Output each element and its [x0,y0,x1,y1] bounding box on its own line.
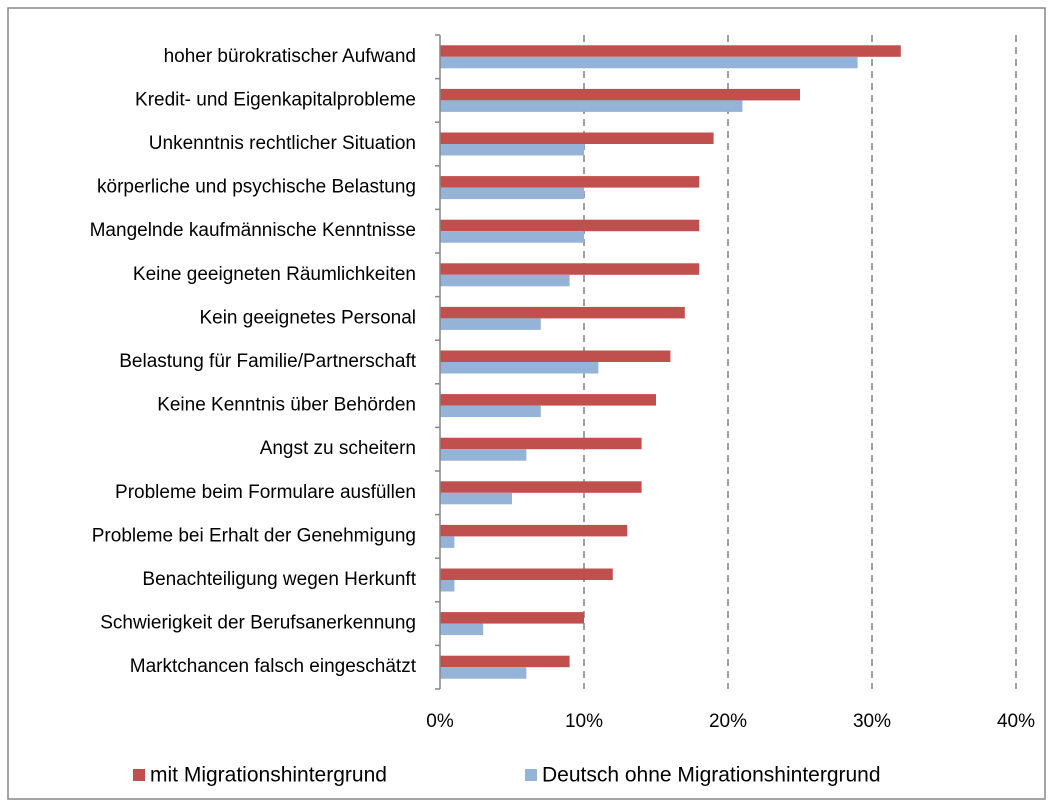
x-tick-label: 0% [426,711,454,732]
legend-swatch [525,769,537,781]
y-tick-label: Marktchancen falsch eingeschätzt [130,656,417,677]
x-tick-label: 10% [565,711,603,732]
bar [440,405,541,418]
y-tick-label: Probleme beim Formulare ausfüllen [115,482,416,503]
bar [440,263,700,275]
bar [440,45,901,57]
bar [440,612,584,624]
bar [440,536,455,548]
bar [440,318,541,330]
bar [440,524,628,537]
bar [440,132,714,144]
bar [440,437,642,450]
y-tick-label: Angst zu scheitern [260,438,416,459]
x-tick-label: 20% [709,711,747,732]
y-tick-label: körperliche und psychische Belastung [97,177,416,198]
bar [440,350,671,362]
bar [440,187,584,200]
y-tick-label: Kredit- und Eigenkapitalprobleme [135,89,416,110]
y-tick-label: Belastung für Familie/Partnerschaft [119,351,416,372]
bar [440,231,584,243]
bar [440,56,858,69]
legend-label: Deutsch ohne Migrationshintergrund [542,764,881,787]
y-tick-label: Benachteiligung wegen Herkunft [142,569,416,590]
y-tick-label: Keine geeigneten Räumlichkeiten [133,264,416,285]
bar [440,568,613,580]
y-tick-label: Unkenntnis rechtlicher Situation [149,133,416,154]
bar [440,667,527,679]
y-tick-label: hoher bürokratischer Aufwand [164,46,416,67]
bar [440,481,642,493]
bar [440,362,599,374]
bar [440,219,700,232]
bar [440,449,527,461]
y-tick-label: Mangelnde kaufmännische Kenntnisse [90,220,416,241]
legend-swatch [133,769,145,781]
bar [440,306,685,319]
x-tick-label: 30% [853,711,891,732]
y-tick-label: Schwierigkeit der Berufsanerkennung [100,613,416,634]
bar [440,492,512,505]
bar [440,88,800,101]
x-tick-label: 40% [997,711,1035,732]
y-tick-label: Probleme bei Erhalt der Genehmigung [92,525,416,546]
y-tick-label: Kein geeignetes Personal [199,307,416,328]
bar [440,623,484,636]
bar [440,580,455,592]
bar [440,176,700,188]
bar [440,100,743,112]
bar [440,274,570,287]
bar [440,394,656,406]
legend-label: mit Migrationshintergrund [150,764,387,787]
bar [440,144,584,156]
bar [440,655,570,668]
y-tick-label: Keine Kenntnis über Behörden [157,395,416,416]
